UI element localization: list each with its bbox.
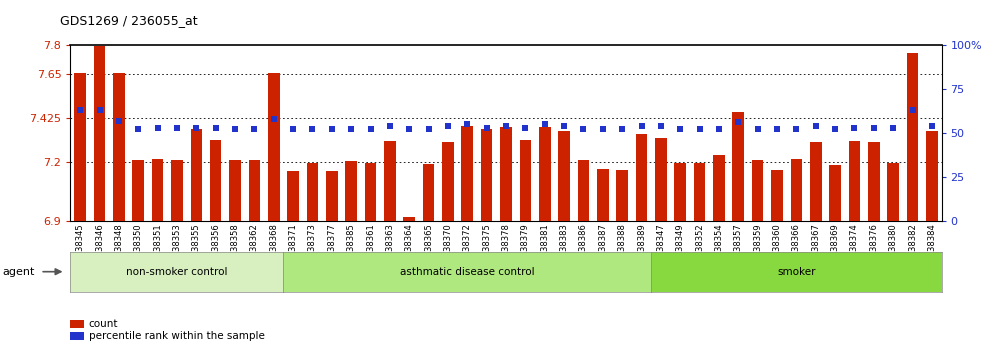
Point xyxy=(207,125,224,130)
Point xyxy=(711,127,727,132)
Point xyxy=(749,127,765,132)
Bar xyxy=(694,163,705,221)
Bar xyxy=(481,129,492,221)
Bar xyxy=(810,142,822,221)
Bar xyxy=(461,126,473,221)
Point xyxy=(556,123,572,129)
Bar xyxy=(365,163,377,221)
Bar xyxy=(287,171,299,221)
Point xyxy=(188,125,204,130)
Bar xyxy=(404,217,415,221)
Point xyxy=(788,127,805,132)
Text: smoker: smoker xyxy=(777,267,816,277)
Point xyxy=(285,127,301,132)
Bar xyxy=(500,127,512,221)
Bar xyxy=(906,53,918,221)
Point xyxy=(227,127,243,132)
Bar xyxy=(713,155,725,221)
Bar xyxy=(578,160,589,221)
Point xyxy=(827,127,843,132)
Point xyxy=(730,119,746,125)
Bar xyxy=(616,170,628,221)
Point xyxy=(885,125,901,130)
Text: GDS1269 / 236055_at: GDS1269 / 236055_at xyxy=(60,14,198,27)
Point xyxy=(382,123,398,129)
Bar xyxy=(307,163,318,221)
Point xyxy=(73,107,89,113)
Point xyxy=(421,127,437,132)
Bar xyxy=(732,112,744,221)
Point xyxy=(575,127,591,132)
Point xyxy=(518,125,534,130)
Bar xyxy=(830,165,841,221)
Bar xyxy=(326,171,337,221)
Bar xyxy=(849,141,860,221)
Point xyxy=(614,127,630,132)
Point xyxy=(343,127,359,132)
Bar xyxy=(230,160,241,221)
Point xyxy=(653,123,669,129)
Bar xyxy=(171,160,182,221)
Bar xyxy=(675,163,686,221)
Point xyxy=(304,127,320,132)
Point xyxy=(498,123,515,129)
Bar xyxy=(209,140,222,221)
Point xyxy=(808,123,824,129)
Bar xyxy=(558,131,570,221)
Bar xyxy=(790,159,803,221)
Bar xyxy=(887,163,899,221)
Text: non-smoker control: non-smoker control xyxy=(126,267,228,277)
Point xyxy=(595,127,611,132)
Point xyxy=(633,123,650,129)
Point xyxy=(169,125,185,130)
Point xyxy=(363,127,379,132)
Bar xyxy=(152,159,163,221)
Point xyxy=(247,127,263,132)
Point xyxy=(459,121,475,127)
Bar xyxy=(133,160,144,221)
Text: asthmatic disease control: asthmatic disease control xyxy=(400,267,535,277)
Bar xyxy=(345,161,356,221)
Bar xyxy=(94,46,106,221)
Bar xyxy=(442,142,454,221)
Point xyxy=(692,127,708,132)
Bar xyxy=(249,160,260,221)
Bar xyxy=(520,140,531,221)
Point xyxy=(866,125,882,130)
Bar xyxy=(771,170,782,221)
Point xyxy=(130,127,146,132)
Point xyxy=(846,125,862,130)
Bar xyxy=(539,127,551,221)
Bar xyxy=(868,142,879,221)
Bar xyxy=(752,160,763,221)
Point xyxy=(769,127,785,132)
Bar xyxy=(384,141,396,221)
Bar xyxy=(635,134,648,221)
Bar xyxy=(423,164,434,221)
Text: agent: agent xyxy=(2,267,34,277)
Point xyxy=(440,123,456,129)
Point xyxy=(324,127,340,132)
Bar xyxy=(597,169,608,221)
Text: percentile rank within the sample: percentile rank within the sample xyxy=(89,331,265,341)
Text: count: count xyxy=(89,319,118,329)
Point xyxy=(149,125,165,130)
Point xyxy=(923,123,940,129)
Bar xyxy=(113,73,125,221)
Point xyxy=(111,118,127,123)
Bar xyxy=(926,131,938,221)
Point xyxy=(673,127,689,132)
Point xyxy=(904,107,920,113)
Point xyxy=(92,107,108,113)
Bar xyxy=(268,73,280,221)
Point xyxy=(266,116,282,121)
Point xyxy=(401,127,417,132)
Bar xyxy=(190,129,202,221)
Bar xyxy=(656,138,667,221)
Point xyxy=(478,125,494,130)
Point xyxy=(537,121,553,127)
Bar xyxy=(75,73,86,221)
